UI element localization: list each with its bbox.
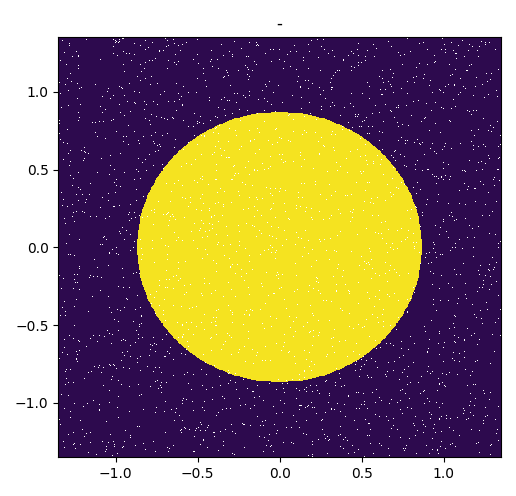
Title: -: - [277, 15, 283, 33]
